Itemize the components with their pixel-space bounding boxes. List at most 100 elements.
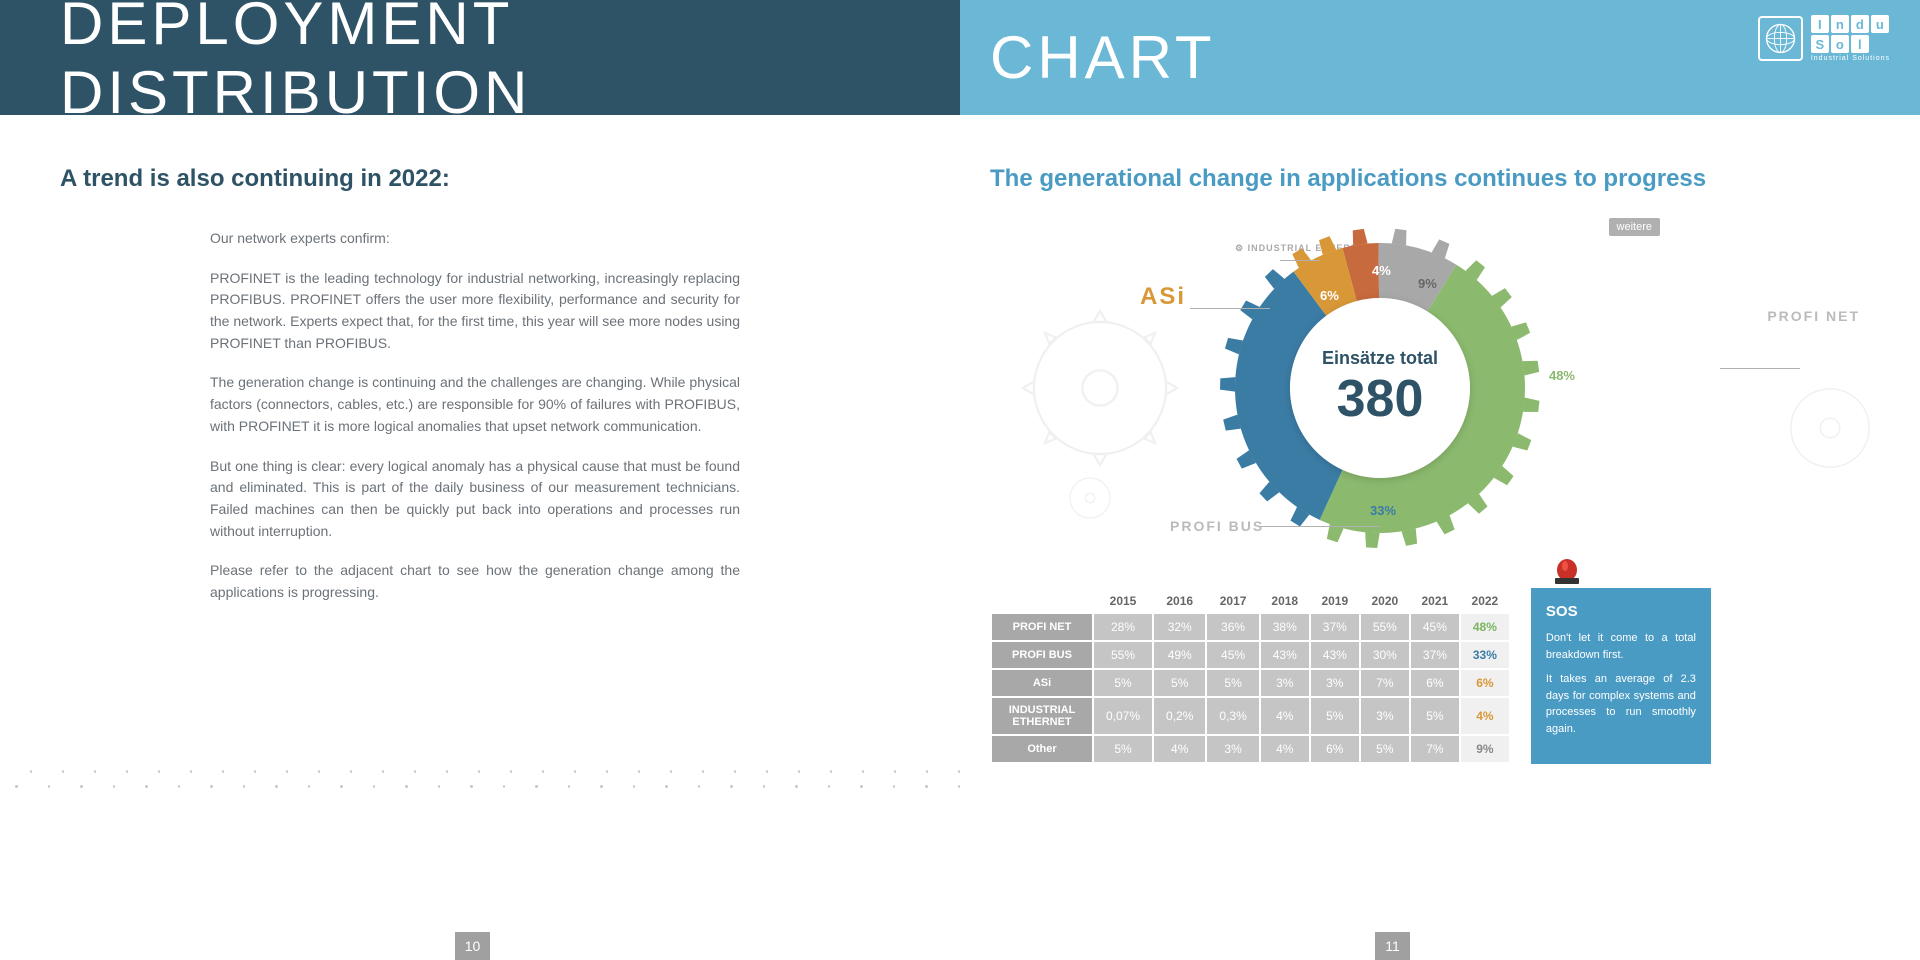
header-left: DEPLOYMENT DISTRIBUTION <box>0 0 960 115</box>
left-subtitle: A trend is also continuing in 2022: <box>60 165 900 193</box>
left-page: A trend is also continuing in 2022: Our … <box>0 115 960 925</box>
para-2: PROFINET is the leading technology for i… <box>210 268 740 355</box>
table-cell: 0,2% <box>1154 698 1205 734</box>
alarm-light-icon <box>1551 558 1583 586</box>
table-cell: 28% <box>1094 614 1152 640</box>
pct-9: 9% <box>1418 276 1437 291</box>
center-value: 380 <box>1337 369 1424 429</box>
gear-donut-chart: Einsätze total 380 9% 4% 6% 48% 33% <box>1220 228 1540 548</box>
title-right: CHART <box>990 23 1216 92</box>
header: DEPLOYMENT DISTRIBUTION CHART Indu Sol I… <box>0 0 1920 115</box>
table-cell: 5% <box>1094 736 1152 762</box>
table-cell: 4% <box>1261 698 1309 734</box>
year-header: 2021 <box>1411 590 1459 612</box>
pct-4: 4% <box>1372 263 1391 278</box>
data-table: 20152016201720182019202020212022 PROFI N… <box>990 588 1511 764</box>
year-header: 2015 <box>1094 590 1152 612</box>
table-cell: 43% <box>1261 642 1309 668</box>
table-cell: 45% <box>1207 642 1258 668</box>
table-cell: 43% <box>1311 642 1359 668</box>
table-cell: 37% <box>1311 614 1359 640</box>
table-cell: 5% <box>1411 698 1459 734</box>
legend-weitere: weitere <box>1609 218 1660 236</box>
table-cell: 36% <box>1207 614 1258 640</box>
table-cell: 4% <box>1461 698 1509 734</box>
table-cell: 3% <box>1207 736 1258 762</box>
table-cell: 5% <box>1311 698 1359 734</box>
logo-text: Indu Sol Industrial Solutions <box>1811 15 1890 62</box>
year-header: 2022 <box>1461 590 1509 612</box>
bg-gear-small-icon <box>1050 458 1130 538</box>
globe-icon <box>1758 16 1803 61</box>
table-cell: 45% <box>1411 614 1459 640</box>
sos-box: SOS Don't let it come to a total breakdo… <box>1531 588 1711 764</box>
table-cell: 5% <box>1094 670 1152 696</box>
table-cell: 3% <box>1361 698 1409 734</box>
table-cell: 32% <box>1154 614 1205 640</box>
table-cell: 6% <box>1461 670 1509 696</box>
row-header: ASi <box>992 670 1092 696</box>
table-cell: 0,07% <box>1094 698 1152 734</box>
year-header: 2016 <box>1154 590 1205 612</box>
year-header: 2018 <box>1261 590 1309 612</box>
table-row: PROFI BUS55%49%45%43%43%30%37%33% <box>992 642 1509 668</box>
label-asi: ASi <box>1140 283 1186 311</box>
year-header: 2019 <box>1311 590 1359 612</box>
content: A trend is also continuing in 2022: Our … <box>0 115 1920 925</box>
table-cell: 5% <box>1361 736 1409 762</box>
title-left: DEPLOYMENT DISTRIBUTION <box>60 0 960 127</box>
dots-decoration <box>0 770 960 795</box>
year-header: 2017 <box>1207 590 1258 612</box>
sos-title: SOS <box>1546 603 1696 620</box>
table-cell: 9% <box>1461 736 1509 762</box>
table-cell: 6% <box>1311 736 1359 762</box>
header-right: CHART Indu Sol Industrial Solutions <box>960 0 1920 115</box>
sos-p1: Don't let it come to a total breakdown f… <box>1546 630 1696 663</box>
pagenum-right: 11 <box>1375 932 1410 960</box>
center-label: Einsätze total <box>1322 348 1438 369</box>
table-cell: 38% <box>1261 614 1309 640</box>
logo: Indu Sol Industrial Solutions <box>1758 15 1890 62</box>
table-cell: 37% <box>1411 642 1459 668</box>
chart-center: Einsätze total 380 <box>1290 298 1470 478</box>
table-cell: 3% <box>1261 670 1309 696</box>
table-cell: 5% <box>1154 670 1205 696</box>
pct-33: 33% <box>1370 503 1396 518</box>
table-row: ASi5%5%5%3%3%7%6%6% <box>992 670 1509 696</box>
bg-gear-right-icon <box>1760 358 1900 498</box>
table-cell: 55% <box>1094 642 1152 668</box>
table-cell: 30% <box>1361 642 1409 668</box>
table-cell: 0,3% <box>1207 698 1258 734</box>
table-row: Other5%4%3%4%6%5%7%9% <box>992 736 1509 762</box>
chart-area: weitere ASi ⚙ INDUSTRIAL ETHERNET PROFI … <box>990 218 1880 568</box>
pagenum-left: 10 <box>455 932 490 960</box>
row-header: Other <box>992 736 1092 762</box>
label-profinet: PROFI NET <box>1767 308 1860 324</box>
table-cell: 33% <box>1461 642 1509 668</box>
table-cell: 4% <box>1261 736 1309 762</box>
right-page: The generational change in applications … <box>960 115 1920 925</box>
para-1: Our network experts confirm: <box>210 228 740 250</box>
row-header: PROFI NET <box>992 614 1092 640</box>
table-cell: 4% <box>1154 736 1205 762</box>
para-4: But one thing is clear: every logical an… <box>210 456 740 543</box>
table-container: 20152016201720182019202020212022 PROFI N… <box>990 588 1880 764</box>
table-row: PROFI NET28%32%36%38%37%55%45%48% <box>992 614 1509 640</box>
sos-p2: It takes an average of 2.3 days for comp… <box>1546 671 1696 737</box>
table-cell: 55% <box>1361 614 1409 640</box>
row-header: PROFI BUS <box>992 642 1092 668</box>
table-cell: 7% <box>1361 670 1409 696</box>
body-text: Our network experts confirm: PROFINET is… <box>210 228 740 604</box>
para-5: Please refer to the adjacent chart to se… <box>210 560 740 603</box>
logo-subtitle: Industrial Solutions <box>1811 55 1890 62</box>
para-3: The generation change is continuing and … <box>210 372 740 437</box>
table-cell: 5% <box>1207 670 1258 696</box>
table-cell: 49% <box>1154 642 1205 668</box>
table-cell: 3% <box>1311 670 1359 696</box>
row-header: INDUSTRIAL ETHERNET <box>992 698 1092 734</box>
pct-48: 48% <box>1549 368 1575 383</box>
table-cell: 7% <box>1411 736 1459 762</box>
table-cell: 6% <box>1411 670 1459 696</box>
year-header: 2020 <box>1361 590 1409 612</box>
table-row: INDUSTRIAL ETHERNET0,07%0,2%0,3%4%5%3%5%… <box>992 698 1509 734</box>
